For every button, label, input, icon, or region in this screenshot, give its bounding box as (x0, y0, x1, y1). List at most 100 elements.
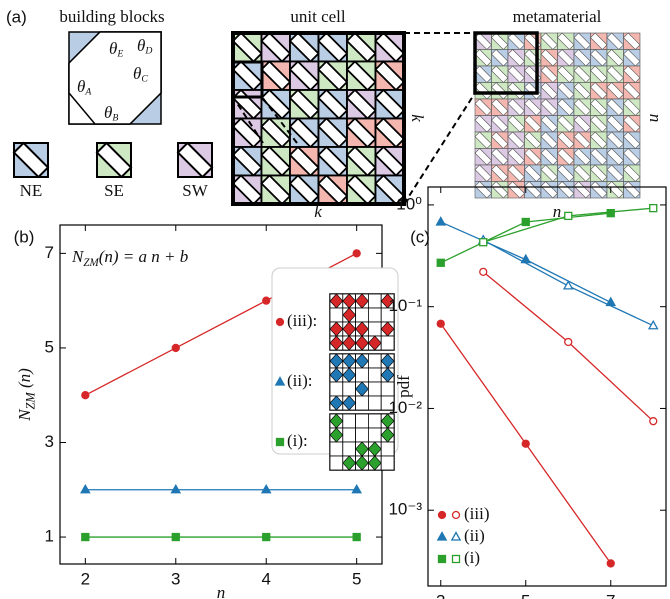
marker (450, 531, 462, 541)
marker (436, 258, 445, 267)
block-label: SW (182, 181, 208, 200)
x-tick-label: 5 (521, 591, 530, 599)
marker (649, 417, 658, 426)
marker (352, 532, 361, 542)
legend-label: (ii): (287, 371, 313, 390)
inset-cell (342, 427, 356, 443)
inset-cell (380, 335, 395, 351)
legend-label: (i): (287, 431, 308, 450)
y-tick-label: 10⁻² (388, 398, 422, 417)
x-tick-label: 3 (171, 569, 180, 588)
inset-cell (342, 381, 356, 397)
subscripted-label: θA (77, 77, 91, 98)
inset-cell (367, 381, 382, 397)
marker (649, 203, 658, 213)
marker (436, 531, 448, 541)
inset-cell (329, 455, 344, 471)
label-text: (n) (15, 368, 34, 392)
unit-cell-axis: k (314, 202, 322, 221)
inset-cell (355, 427, 369, 443)
subscripted-label: NZM(n) = a n + b (71, 247, 188, 269)
inset-cell (342, 441, 356, 457)
tile-octagon (176, 141, 214, 179)
marker (521, 217, 530, 227)
marker (451, 554, 461, 564)
inset-cell (367, 353, 382, 369)
legend-label: (iii) (464, 504, 490, 523)
unit-cell-highlight (231, 60, 264, 99)
x-tick-label: 5 (352, 569, 361, 588)
y-tick-label: 5 (45, 337, 54, 356)
tile-octagon (474, 181, 492, 199)
inset-cell (367, 395, 382, 411)
y-tick-label: 3 (45, 432, 54, 451)
legend-label: (i) (464, 548, 480, 567)
series-line (482, 271, 654, 422)
subscript: ZM (24, 392, 38, 410)
marker (562, 280, 574, 290)
inset-cell (380, 381, 395, 397)
block-octagon-inner (68, 31, 162, 125)
subscripted-label: θC (133, 64, 148, 85)
inset-cell (355, 413, 369, 429)
tile-octagon (507, 181, 525, 199)
marker (606, 209, 615, 218)
inset-cell (329, 441, 344, 457)
inset-triangle (342, 455, 357, 471)
dashed-connector (403, 92, 476, 205)
metamaterial-axis: n (553, 202, 562, 221)
subscript: B (112, 113, 118, 124)
marker (564, 337, 573, 347)
subscript: E (116, 49, 123, 60)
panel-title: metamaterial (513, 7, 602, 26)
inset-cell (367, 367, 382, 383)
marker (521, 439, 530, 448)
tile-octagon (623, 181, 641, 199)
subscripted-label: NZM (n) (15, 368, 38, 422)
panel-label: (b) (14, 227, 35, 246)
panel-title: unit cell (290, 7, 346, 26)
tile-octagon (590, 181, 608, 199)
tile-octagon (12, 141, 50, 179)
y-tick-label: 1 (45, 527, 54, 546)
tile-octagon (95, 141, 133, 179)
inset-triangle (329, 335, 344, 351)
panel-label: (a) (6, 7, 27, 26)
inset-triangle (342, 395, 357, 411)
marker (437, 554, 447, 564)
block-label: SE (104, 181, 124, 200)
unit-cell-axis: k (408, 114, 427, 122)
marker (260, 483, 272, 494)
panel-title: building blocks (59, 7, 164, 26)
subscripted-label: θD (137, 36, 152, 57)
label-text: (n) = a n + b (99, 247, 189, 266)
x-tick-label: 4 (261, 569, 270, 588)
marker (275, 317, 285, 327)
symbol: θ (109, 39, 117, 58)
inset-cell (355, 367, 369, 383)
tile-octagon (491, 181, 509, 199)
subscripted-label: θB (104, 103, 118, 124)
inset-cell (355, 307, 369, 323)
inset-cell (367, 427, 382, 443)
y-tick-label: 7 (45, 243, 54, 262)
subscript: ZM (83, 257, 99, 269)
inset-cell (355, 395, 369, 411)
metamaterial-highlight (473, 31, 539, 95)
inset-triangle (367, 455, 382, 471)
inset-cell (367, 413, 382, 429)
symbol: N (71, 247, 85, 266)
subscript: C (141, 74, 148, 85)
marker (436, 319, 445, 328)
marker (564, 211, 573, 221)
legend-label: (ii) (464, 526, 485, 545)
panel-label: (c) (410, 227, 430, 246)
symbol: θ (133, 64, 141, 83)
y-tick-label: 10⁻¹ (388, 296, 422, 315)
plot-frame (427, 186, 667, 587)
subscripted-label: θE (109, 39, 123, 60)
x-tick-label: 3 (436, 591, 445, 599)
symbol: θ (137, 36, 145, 55)
marker (437, 510, 447, 520)
